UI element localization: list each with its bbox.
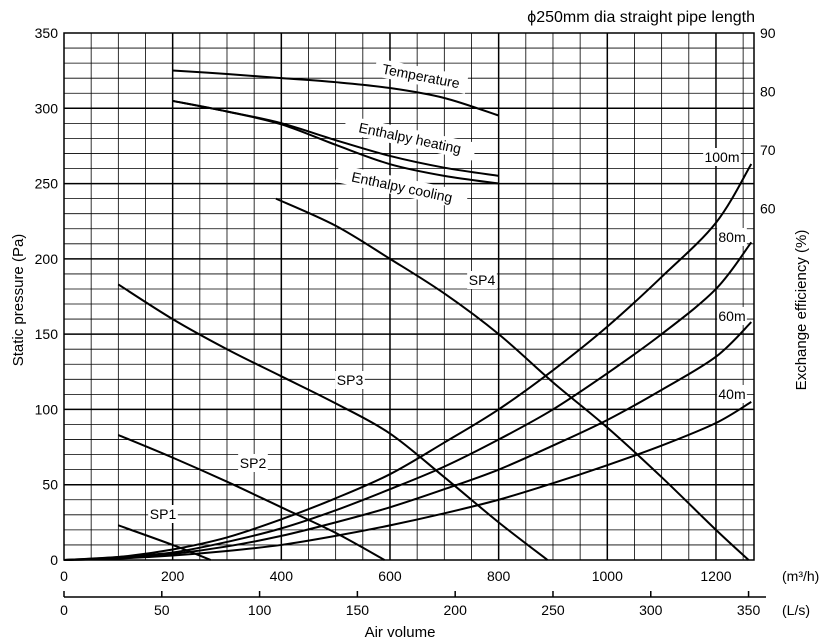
x-secondary-tick-label: 300 [639,602,663,618]
series-label-sp2: SP2 [240,455,267,471]
series-line-temperature [172,69,499,117]
x-secondary-tick-label: 350 [737,602,761,618]
series-line-80m [63,241,753,561]
series-label-100m: 100m [704,149,739,165]
series-labels: SP1 SP2 SP3 SP4 100m 80m 60m 40m Temperature Enth… [148,58,747,523]
series-label-sp4-bg [467,271,497,289]
x-tick-label: 1200 [700,568,731,584]
y-tick-label: 0 [50,552,58,568]
series-label-sp3-bg [335,371,365,389]
series-label-100m-bg [703,148,741,166]
y-tick-label: 100 [35,401,59,417]
series-line-40m [63,401,752,561]
y2-tick-label: 90 [760,25,776,41]
x-tick-label: 600 [378,568,402,584]
x-secondary-tick-label: 250 [541,602,565,618]
series-lines [63,69,753,561]
y-tick-label: 150 [35,326,59,342]
x-secondary-tick-label: 0 [60,602,68,618]
grid [64,33,754,560]
series-label-temperature-bg [373,58,469,94]
chart-title: ϕ250mm dia straight pipe length [527,9,755,26]
series-label-sp1: SP1 [150,506,177,522]
series-label-80m-bg [717,228,747,246]
x-secondary-tick-label: 100 [248,602,272,618]
series-line-sp3 [117,283,549,561]
series-line-sp1 [117,524,212,561]
y-tick-label: 300 [35,100,59,116]
series-line-100m [63,163,753,561]
plot-frame [63,32,766,598]
y-tick-label: 50 [42,477,58,493]
x-tick-label: 1000 [592,568,623,584]
series-label-60m: 60m [718,308,745,324]
x-unit-secondary: (L/s) [782,602,810,618]
tick-labels: 0 50 100 150 200 250 300 350 60 70 80 90 0 200 400 600 8… [35,25,776,618]
y2-tick-label: 60 [760,201,776,217]
series-label-40m-group: 40m [717,385,747,403]
x-secondary-tick-label: 150 [346,602,370,618]
x-tick-label: 400 [270,568,294,584]
x-secondary-tick-label: 200 [444,602,468,618]
series-label-sp2-bg [238,454,268,472]
series-label-sp3: SP3 [337,372,364,388]
series-line-60m [63,321,752,561]
y2-tick-label: 70 [760,142,776,158]
series-label-40m: 40m [718,386,745,402]
series-label-80m: 80m [718,229,745,245]
series-label-enthalpy-cooling-bg [335,164,469,210]
series-label-40m-bg [717,385,747,403]
series-line-sp4 [275,197,750,561]
series-label-temperature: Temperature [381,61,461,92]
series-label-80m-group: 80m [717,228,747,246]
x-axis-title: Air volume [365,624,436,641]
x-secondary-tick-label: 50 [154,602,170,618]
x-tick-label: 800 [487,568,511,584]
series-label-enthalpy-cooling-group: Enthalpy cooling [335,164,469,210]
y-tick-label: 200 [35,251,59,267]
y2-axis-title: Exchange efficiency (%) [793,230,810,391]
y2-tick-label: 80 [760,84,776,100]
x-tick-label: 0 [60,568,68,584]
series-label-sp4: SP4 [469,272,496,288]
series-label-sp2-group: SP2 [238,454,268,472]
series-label-sp4-group: SP4 [467,271,497,289]
y-tick-label: 250 [35,176,59,192]
series-label-sp1-group: SP1 [148,505,178,523]
series-label-enthalpy-heating-bg [343,115,477,161]
series-label-sp1-bg [148,505,178,523]
series-label-100m-group: 100m [703,148,741,166]
x-unit-primary: (m³/h) [782,568,819,584]
x-tick-label: 200 [161,568,185,584]
series-label-sp3-group: SP3 [335,371,365,389]
plot-border [63,32,755,561]
series-label-60m-bg [717,307,747,325]
series-label-60m-group: 60m [717,307,747,325]
y-tick-label: 350 [35,25,59,41]
series-line-enthalpy-cooling [172,99,499,185]
y-axis-title: Static pressure (Pa) [10,234,27,367]
